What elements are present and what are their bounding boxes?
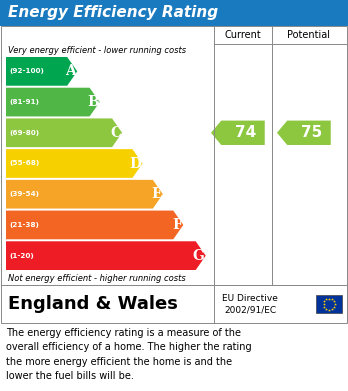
Text: B: B <box>87 95 98 109</box>
Polygon shape <box>6 180 163 208</box>
Bar <box>316 295 342 313</box>
Polygon shape <box>6 57 77 86</box>
Text: (81-91): (81-91) <box>9 99 39 105</box>
Bar <box>0 0 348 26</box>
Text: E: E <box>151 187 162 201</box>
Text: (39-54): (39-54) <box>9 191 39 197</box>
Text: G: G <box>193 249 205 263</box>
Text: EU Directive
2002/91/EC: EU Directive 2002/91/EC <box>222 294 278 314</box>
Bar <box>1 285 347 323</box>
Text: Very energy efficient - lower running costs: Very energy efficient - lower running co… <box>8 46 186 55</box>
Text: (92-100): (92-100) <box>9 68 44 74</box>
Polygon shape <box>6 149 142 178</box>
Polygon shape <box>277 120 331 145</box>
Text: F: F <box>172 218 182 232</box>
Text: D: D <box>129 156 142 170</box>
Text: C: C <box>110 126 121 140</box>
Text: A: A <box>65 65 76 78</box>
Text: England & Wales: England & Wales <box>8 295 178 313</box>
Bar <box>1 26 347 285</box>
Text: Potential: Potential <box>287 30 331 40</box>
Text: Current: Current <box>224 30 261 40</box>
Text: (69-80): (69-80) <box>9 130 39 136</box>
Text: The energy efficiency rating is a measure of the
overall efficiency of a home. T: The energy efficiency rating is a measur… <box>6 328 252 381</box>
Polygon shape <box>6 88 100 117</box>
Text: 74: 74 <box>235 125 256 140</box>
Polygon shape <box>6 118 122 147</box>
Polygon shape <box>211 120 265 145</box>
Polygon shape <box>6 211 183 239</box>
Polygon shape <box>6 241 206 270</box>
Text: Energy Efficiency Rating: Energy Efficiency Rating <box>8 5 218 20</box>
Text: (21-38): (21-38) <box>9 222 39 228</box>
Text: 75: 75 <box>301 125 322 140</box>
Text: (1-20): (1-20) <box>9 253 34 258</box>
Text: (55-68): (55-68) <box>9 160 39 167</box>
Text: Not energy efficient - higher running costs: Not energy efficient - higher running co… <box>8 274 186 283</box>
